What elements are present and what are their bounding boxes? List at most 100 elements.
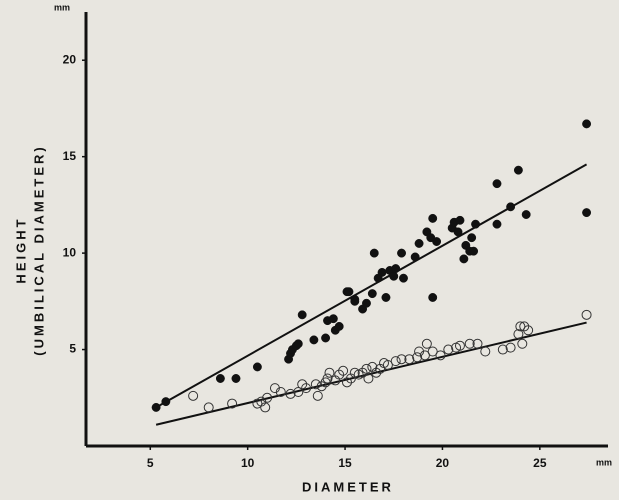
open-point	[301, 383, 312, 394]
filled-point	[506, 202, 516, 212]
open-point	[390, 356, 401, 367]
y-tick-label: 20	[63, 52, 77, 66]
x-axis-title: DIAMETER	[302, 479, 394, 494]
x-unit: mm	[596, 457, 612, 467]
open-point	[513, 329, 524, 340]
x-tick-label: 10	[241, 456, 255, 470]
open-point	[260, 402, 271, 413]
open-point	[404, 354, 415, 365]
filled-point	[367, 289, 377, 299]
filled-point	[297, 310, 307, 320]
filled-point	[399, 273, 408, 283]
filled-point	[328, 314, 338, 324]
open-point	[342, 377, 352, 388]
open-point	[357, 367, 368, 378]
open-point	[519, 321, 530, 332]
filled-point	[350, 296, 360, 306]
filled-point	[521, 210, 531, 219]
x-tick-label: 5	[147, 456, 154, 470]
filled-point	[582, 208, 592, 218]
filled-point	[215, 374, 225, 383]
open-point	[310, 379, 321, 390]
y-unit: mm	[54, 2, 70, 12]
filled-point	[321, 333, 331, 343]
open-point	[480, 346, 491, 357]
y-axis-subtitle: (UMBILICAL DIAMETER)	[31, 144, 46, 355]
filled-point	[381, 293, 391, 302]
open-point	[363, 373, 374, 384]
filled-point	[344, 287, 354, 297]
filled-point	[391, 264, 401, 273]
open-point	[297, 379, 308, 390]
open-point	[285, 388, 296, 399]
open-point	[334, 369, 345, 380]
filled-point	[492, 219, 502, 229]
open-point	[505, 342, 516, 353]
open-point	[497, 344, 508, 355]
open-point	[316, 381, 327, 392]
open-point	[188, 390, 199, 401]
open-point	[427, 346, 438, 357]
open-point	[581, 309, 592, 320]
filled-point	[369, 248, 379, 258]
filled-point	[432, 237, 442, 246]
filled-point	[492, 179, 502, 189]
open-point	[382, 359, 393, 370]
filled-point	[309, 335, 319, 345]
open-point	[412, 352, 423, 363]
open-point	[464, 338, 475, 349]
filled-point	[582, 119, 592, 129]
open-point	[419, 350, 430, 361]
filled-point	[513, 165, 523, 175]
open-point	[227, 398, 238, 409]
x-tick-label: 15	[338, 456, 352, 470]
filled-point	[471, 219, 481, 229]
open-point	[275, 386, 286, 397]
y-tick-label: 5	[69, 342, 76, 356]
filled-point	[428, 213, 438, 223]
filled-point	[414, 239, 424, 248]
open-point	[454, 340, 465, 351]
fit-line	[155, 163, 588, 409]
x-tick-label: 20	[436, 456, 450, 470]
open-point	[203, 402, 214, 413]
open-point	[361, 363, 372, 374]
filled-point	[362, 298, 371, 308]
open-point	[312, 390, 323, 401]
open-point	[435, 350, 446, 361]
y-tick-label: 15	[63, 149, 77, 163]
filled-point	[231, 374, 241, 383]
filled-point	[410, 252, 420, 262]
open-point	[515, 321, 526, 332]
y-tick-label: 10	[63, 245, 77, 259]
filled-point	[453, 227, 463, 237]
filled-point	[428, 293, 438, 302]
filled-point	[459, 254, 469, 264]
filled-point	[397, 248, 406, 258]
open-point	[338, 365, 349, 376]
open-point	[414, 346, 425, 357]
filled-point	[293, 339, 303, 349]
open-point	[293, 386, 304, 397]
open-point	[396, 354, 407, 365]
open-point	[443, 344, 454, 355]
open-point	[324, 367, 335, 378]
open-point	[523, 325, 534, 336]
filled-point	[467, 233, 477, 243]
open-point	[421, 338, 432, 349]
filled-point	[389, 271, 399, 281]
filled-point	[455, 215, 465, 225]
y-axis-title: HEIGHT	[13, 216, 28, 283]
filled-point	[252, 362, 262, 372]
open-point	[472, 338, 483, 349]
filled-point	[469, 246, 479, 256]
x-tick-label: 25	[533, 456, 547, 470]
open-point	[322, 373, 333, 384]
filled-point	[151, 402, 161, 412]
filled-point	[161, 397, 171, 407]
open-point	[517, 338, 528, 349]
filled-point	[334, 321, 344, 331]
filled-point	[377, 267, 387, 277]
open-point	[371, 367, 382, 378]
